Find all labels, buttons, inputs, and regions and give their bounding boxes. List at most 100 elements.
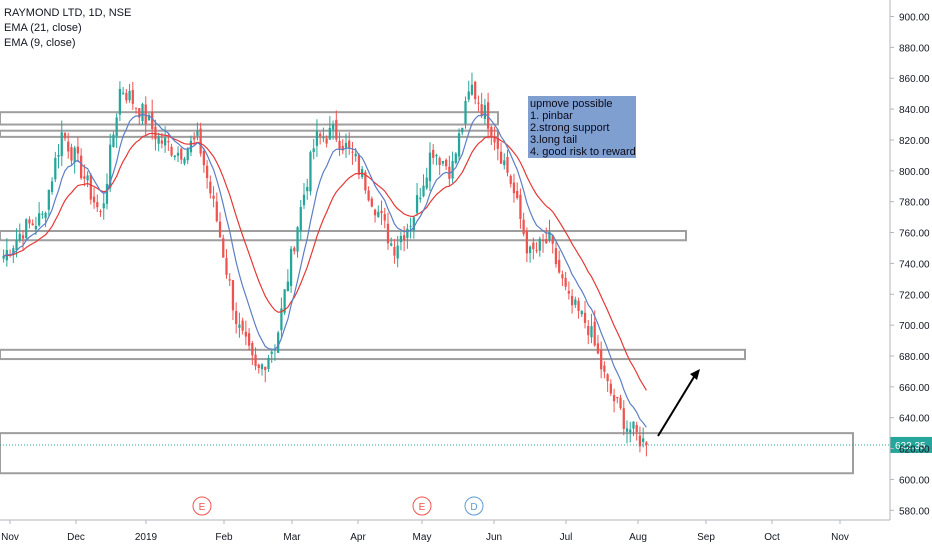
candle-body[interactable]: [302, 194, 306, 206]
candle-body[interactable]: [34, 225, 38, 230]
candle-body[interactable]: [247, 333, 251, 346]
candle-body[interactable]: [141, 103, 144, 122]
candle-body[interactable]: [105, 184, 109, 204]
candle-body[interactable]: [331, 124, 335, 130]
candle-body[interactable]: [186, 148, 189, 161]
legend-symbol[interactable]: RAYMOND LTD, 1D, NSE: [4, 7, 132, 19]
candle-body[interactable]: [170, 146, 173, 156]
candle-body[interactable]: [63, 133, 67, 139]
support-resistance-zone[interactable]: [0, 129, 499, 138]
candle-body[interactable]: [293, 247, 296, 252]
candle-body[interactable]: [470, 84, 474, 95]
candle-body[interactable]: [154, 126, 157, 140]
candle-body[interactable]: [377, 211, 380, 217]
candle-body[interactable]: [289, 248, 293, 286]
candle-body[interactable]: [70, 147, 73, 161]
candle-body[interactable]: [432, 149, 435, 158]
candle-body[interactable]: [241, 320, 244, 331]
candle-body[interactable]: [215, 201, 218, 222]
candle-body[interactable]: [189, 140, 193, 153]
candle-body[interactable]: [606, 374, 609, 382]
candle-body[interactable]: [580, 310, 583, 315]
candle-body[interactable]: [270, 351, 273, 354]
candle-body[interactable]: [47, 189, 50, 210]
candle-body[interactable]: [574, 299, 577, 305]
candle-body[interactable]: [448, 166, 451, 179]
candle-body[interactable]: [477, 102, 480, 104]
candle-body[interactable]: [348, 140, 351, 148]
candle-body[interactable]: [506, 156, 509, 173]
candle-body[interactable]: [267, 358, 270, 369]
candle-body[interactable]: [386, 223, 390, 244]
candle-body[interactable]: [138, 108, 141, 118]
candle-body[interactable]: [231, 280, 235, 311]
candle-body[interactable]: [173, 155, 176, 158]
candle-body[interactable]: [147, 115, 151, 121]
ema9-line[interactable]: [3, 112, 647, 428]
candle-body[interactable]: [600, 349, 603, 370]
candle-body[interactable]: [296, 227, 299, 252]
candle-body[interactable]: [163, 137, 167, 146]
candle-body[interactable]: [151, 111, 154, 130]
candle-body[interactable]: [367, 190, 370, 201]
candle-body[interactable]: [467, 91, 470, 100]
candle-body[interactable]: [338, 140, 341, 149]
candle-body[interactable]: [160, 140, 164, 144]
candle-body[interactable]: [319, 133, 322, 137]
candle-body[interactable]: [635, 424, 638, 433]
candle-body[interactable]: [454, 153, 457, 163]
candle-body[interactable]: [370, 198, 373, 207]
candle-body[interactable]: [31, 223, 34, 226]
candle-body[interactable]: [54, 157, 57, 180]
trade-note[interactable]: upmove possible 1. pinbar 2.strong suppo…: [528, 96, 636, 158]
candle-body[interactable]: [438, 158, 441, 166]
candle-body[interactable]: [642, 438, 645, 443]
candle-body[interactable]: [328, 127, 331, 140]
candle-body[interactable]: [335, 119, 338, 140]
candle-body[interactable]: [96, 202, 99, 208]
candle-body[interactable]: [622, 408, 625, 429]
candle-body[interactable]: [590, 326, 593, 338]
candle-body[interactable]: [406, 228, 409, 238]
candle-body[interactable]: [312, 148, 315, 153]
candle-body[interactable]: [493, 138, 496, 143]
candle-body[interactable]: [577, 300, 580, 312]
candle-body[interactable]: [80, 155, 83, 179]
candle-body[interactable]: [134, 107, 138, 109]
candle-body[interactable]: [548, 231, 551, 241]
candle-body[interactable]: [196, 130, 199, 136]
candle-body[interactable]: [570, 295, 574, 306]
event-marker[interactable]: [412, 496, 432, 516]
candle-body[interactable]: [451, 161, 454, 179]
candle-body[interactable]: [603, 365, 606, 372]
candle-body[interactable]: [638, 435, 642, 447]
candle-body[interactable]: [257, 364, 260, 369]
candle-body[interactable]: [92, 196, 96, 203]
candle-body[interactable]: [490, 126, 493, 137]
candle-body[interactable]: [89, 174, 92, 200]
legend-ema9[interactable]: EMA (9, close): [4, 37, 76, 49]
candle-body[interactable]: [50, 181, 54, 192]
candle-body[interactable]: [474, 81, 477, 100]
candle-body[interactable]: [218, 221, 222, 238]
candle-body[interactable]: [461, 127, 464, 133]
candle-body[interactable]: [396, 245, 399, 259]
candle-body[interactable]: [486, 102, 490, 129]
legend-ema21[interactable]: EMA (21, close): [4, 22, 82, 34]
candle-body[interactable]: [67, 141, 70, 152]
candle-body[interactable]: [435, 154, 438, 157]
candle-body[interactable]: [558, 259, 561, 273]
candle-body[interactable]: [99, 211, 102, 213]
candle-body[interactable]: [128, 90, 131, 101]
candle-body[interactable]: [564, 277, 567, 287]
candle-body[interactable]: [251, 342, 254, 356]
candle-body[interactable]: [393, 246, 396, 256]
candle-body[interactable]: [73, 147, 76, 163]
candle-body[interactable]: [390, 243, 393, 246]
candle-body[interactable]: [512, 182, 516, 194]
candle-body[interactable]: [609, 383, 612, 394]
candle-body[interactable]: [44, 213, 47, 219]
candle-body[interactable]: [283, 289, 286, 313]
candle-body[interactable]: [38, 213, 41, 226]
candle-body[interactable]: [109, 144, 112, 188]
